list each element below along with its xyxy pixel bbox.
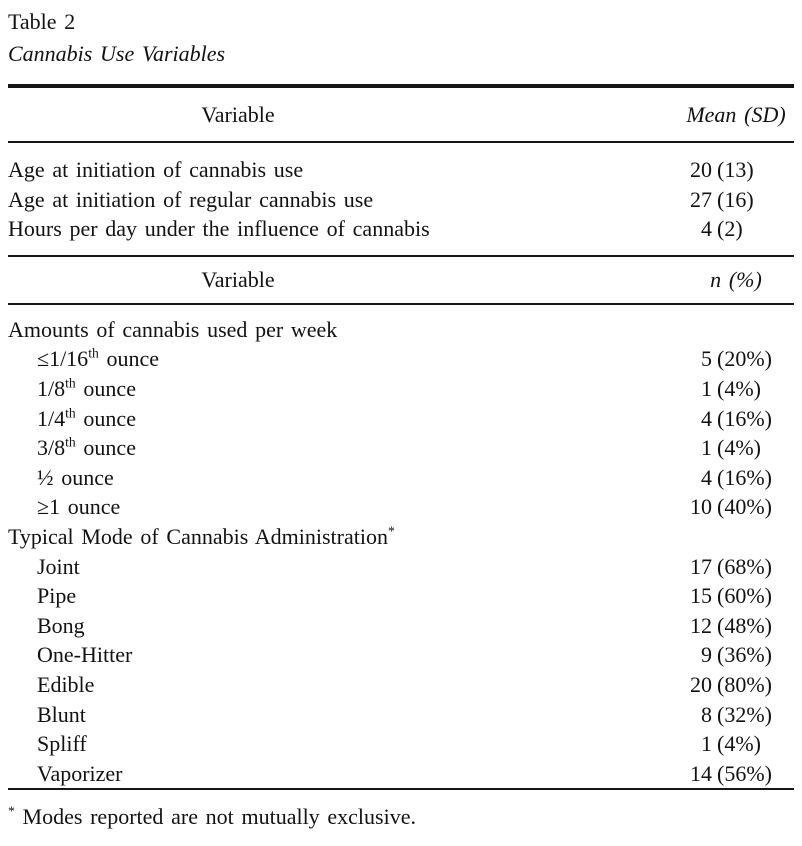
row-label: Pipe [37,583,77,609]
column-header-mean-sd: Mean (SD) [686,101,786,127]
row-value: 9 (36%) [701,642,772,668]
row-label: ≥1 ounce [37,494,121,520]
section-n-pct: Amounts of cannabis used per week ≤1/16t… [8,305,794,789]
row-value: 1 (4%) [701,731,761,757]
row-value: 4 (16%) [701,405,772,431]
row-label: Bong [37,612,85,638]
table-footnote: * Modes reported are not mutually exclus… [8,802,794,832]
row-sixteenth-ounce: ≤1/16th ounce 5 (20%) [8,344,794,374]
row-value: 5 (20%) [701,346,772,372]
row-value: 15 (60%) [690,583,772,609]
row-value: 8 (32%) [701,701,772,727]
row-quarter-ounce: 1/4th ounce 4 (16%) [8,404,794,434]
footnote-marker-superscript: * [388,523,395,539]
section-divider-rule-1 [8,254,794,257]
footnote-text: Modes reported are not mutually exclusiv… [22,804,416,830]
row-label: Vaporizer [37,760,123,786]
row-half-ounce: ½ ounce 4 (16%) [8,463,794,493]
row-spliff: Spliff 1 (4%) [8,729,794,759]
row-age-regular-initiation: Age at initiation of regular cannabis us… [8,185,794,215]
row-label: Joint [37,553,80,579]
row-label: Blunt [37,701,86,727]
row-group-amounts-per-week: Amounts of cannabis used per week [8,315,794,345]
row-pipe: Pipe 15 (60%) [8,581,794,611]
row-value: 12 (48%) [690,612,772,638]
row-edible: Edible 20 (80%) [8,670,794,700]
column-header-n-pct: n (%) [710,266,762,292]
footnote-marker: * [8,803,15,819]
row-bong: Bong 12 (48%) [8,611,794,641]
row-value: 27 (16) [690,186,754,212]
row-three-eighths-ounce: 3/8th ounce 1 (4%) [8,433,794,463]
row-value: 20 (80%) [690,671,772,697]
row-value: 20 (13) [690,157,754,182]
row-label: ½ ounce [37,464,114,490]
row-value: 14 (56%) [690,760,772,786]
row-value: 4 (16%) [701,464,772,490]
row-label: Hours per day under the influence of can… [8,216,430,242]
row-label: Typical Mode of Cannabis Administration [8,523,388,549]
table-title: Cannabis Use Variables [8,41,226,66]
header-divider-rule-2 [8,302,794,305]
row-value: 1 (4%) [701,435,761,461]
superscript: th [65,405,76,421]
row-label: 1/8 [37,375,66,401]
superscript: th [88,346,99,362]
row-label: 1/4 [37,405,66,431]
row-joint: Joint 17 (68%) [8,552,794,582]
section-mean-sd: Age at initiation of cannabis use 20 (13)… [8,143,794,255]
bottom-rule [8,788,794,791]
row-label: Edible [37,671,95,697]
top-rule [8,84,794,88]
superscript: th [65,375,76,391]
row-value: 1 (4%) [701,375,761,401]
row-value: 10 (40%) [690,494,772,520]
row-age-initiation: Age at initiation of cannabis use 20 (13) [8,155,794,185]
superscript: th [65,434,76,450]
header-row-mean: Variable Mean (SD) [8,88,794,141]
row-one-hitter: One-Hitter 9 (36%) [8,640,794,670]
row-eighth-ounce: 1/8th ounce 1 (4%) [8,374,794,404]
row-label: ≤1/16 [37,346,89,372]
row-label: Age at initiation of cannabis use [8,157,304,182]
row-one-ounce-or-more: ≥1 ounce 10 (40%) [8,492,794,522]
header-row-n-pct: Variable n (%) [8,257,794,303]
row-label: One-Hitter [37,642,133,668]
row-value: 17 (68%) [690,553,772,579]
row-hours-per-day: Hours per day under the influence of can… [8,214,794,244]
column-header-variable-1: Variable [201,101,275,127]
row-vaporizer: Vaporizer 14 (56%) [8,759,794,789]
row-label: 3/8 [37,435,66,461]
row-value: 4 (2) [701,216,743,242]
table-number: Table 2 [8,9,76,34]
row-label: Age at initiation of regular cannabis us… [8,186,374,212]
row-label: Amounts of cannabis used per week [8,316,338,342]
row-group-typical-mode: Typical Mode of Cannabis Administration* [8,522,794,552]
column-header-variable-2: Variable [201,266,275,292]
header-divider-rule-1 [8,141,794,143]
row-label: Spliff [37,731,87,757]
row-blunt: Blunt 8 (32%) [8,700,794,730]
